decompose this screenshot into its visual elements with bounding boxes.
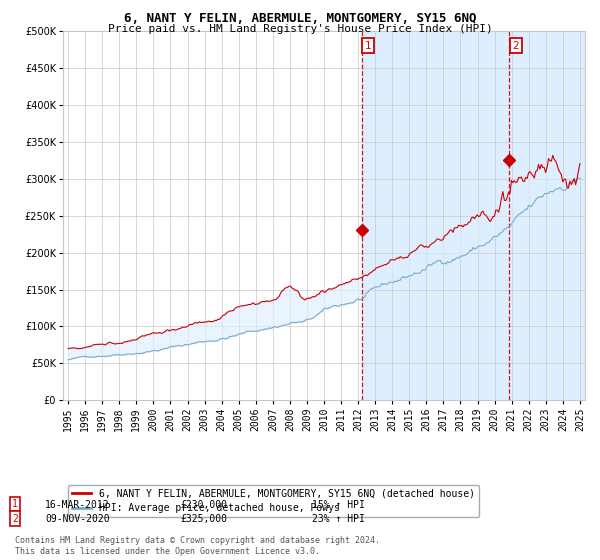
- Text: 09-NOV-2020: 09-NOV-2020: [45, 515, 110, 525]
- Text: 15% ↑ HPI: 15% ↑ HPI: [312, 500, 365, 510]
- Text: 1: 1: [365, 40, 371, 50]
- Text: 2: 2: [12, 514, 18, 524]
- Text: 16-MAR-2012: 16-MAR-2012: [45, 500, 110, 510]
- Text: 23% ↑ HPI: 23% ↑ HPI: [312, 515, 365, 525]
- Text: 2: 2: [512, 40, 519, 50]
- Text: Price paid vs. HM Land Registry's House Price Index (HPI): Price paid vs. HM Land Registry's House …: [107, 24, 493, 34]
- Legend: 6, NANT Y FELIN, ABERMULE, MONTGOMERY, SY15 6NQ (detached house), HPI: Average p: 6, NANT Y FELIN, ABERMULE, MONTGOMERY, S…: [68, 485, 479, 517]
- Text: £325,000: £325,000: [180, 515, 227, 525]
- Text: Contains HM Land Registry data © Crown copyright and database right 2024.
This d: Contains HM Land Registry data © Crown c…: [15, 536, 380, 556]
- Text: 6, NANT Y FELIN, ABERMULE, MONTGOMERY, SY15 6NQ: 6, NANT Y FELIN, ABERMULE, MONTGOMERY, S…: [124, 12, 476, 25]
- Bar: [362, 31, 585, 400]
- Text: 1: 1: [12, 499, 18, 509]
- Text: £230,000: £230,000: [180, 500, 227, 510]
